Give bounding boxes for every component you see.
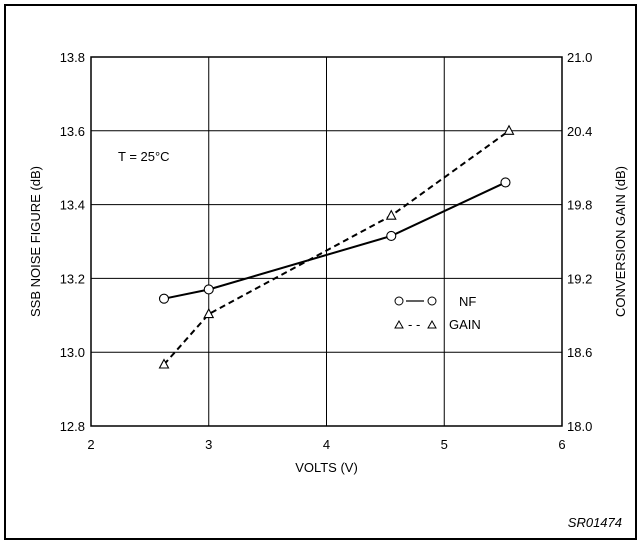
point-nf-1: [203, 284, 214, 295]
legend-gain-dashes: - -: [408, 317, 420, 332]
legend-nf-marker-a: [394, 296, 404, 306]
x-tick-label-2: 4: [323, 437, 330, 452]
x-tick-label-4: 6: [558, 437, 565, 452]
y-right-tick-label-1: 18.6: [567, 345, 592, 360]
plot-area: [90, 56, 563, 427]
temperature-annotation: T = 25°C: [118, 149, 170, 164]
legend-gain-marker-b: [427, 319, 437, 329]
y-right-tick-label-3: 19.8: [567, 198, 592, 213]
y-right-tick-label-2: 19.2: [567, 271, 592, 286]
point-gain-0: [158, 358, 170, 369]
y-right-tick-label-5: 21.0: [567, 50, 592, 65]
x-axis-label: VOLTS (V): [295, 460, 358, 475]
legend-gain-marker-a: [394, 319, 404, 329]
grid: [91, 57, 562, 426]
y-left-tick-label-1: 13.0: [60, 345, 85, 360]
legend-nf-marker-b: [427, 296, 437, 306]
point-gain-3: [503, 124, 515, 135]
y-right-tick-label-0: 18.0: [567, 419, 592, 434]
y-left-tick-label-4: 13.6: [60, 124, 85, 139]
y-left-tick-label-3: 13.4: [60, 198, 85, 213]
point-nf-2: [386, 230, 397, 242]
series-layer: [158, 124, 515, 369]
figure-id: SR01474: [568, 515, 622, 530]
y-left-tick-label-0: 12.8: [60, 419, 85, 434]
legend-gain-label: GAIN: [449, 317, 481, 332]
series-line-gain: [163, 129, 510, 366]
legend-nf-label: NF: [459, 294, 476, 309]
y-axis-right-label: CONVERSION GAIN (dB): [613, 166, 628, 317]
y-left-tick-label-5: 13.8: [60, 50, 85, 65]
y-left-tick-label-2: 13.2: [60, 271, 85, 286]
x-tick-label-0: 2: [87, 437, 94, 452]
x-tick-label-3: 5: [441, 437, 448, 452]
point-nf-0: [158, 293, 170, 304]
point-gain-2: [385, 209, 397, 220]
y-axis-left-label: SSB NOISE FIGURE (dB): [28, 166, 43, 317]
point-nf-3: [500, 177, 511, 188]
series-line-nf: [163, 181, 506, 300]
tick-labels: 2 3 4 5 6 12.8 13.0 13.2 13.4 13.6 13.8 18.0 18.6 19.…: [60, 50, 593, 452]
figure-frame: [4, 4, 637, 540]
y-right-tick-label-4: 20.4: [567, 124, 592, 139]
x-tick-label-1: 3: [205, 437, 212, 452]
point-gain-1: [203, 307, 215, 319]
legend: NF - - GAIN: [394, 294, 481, 332]
